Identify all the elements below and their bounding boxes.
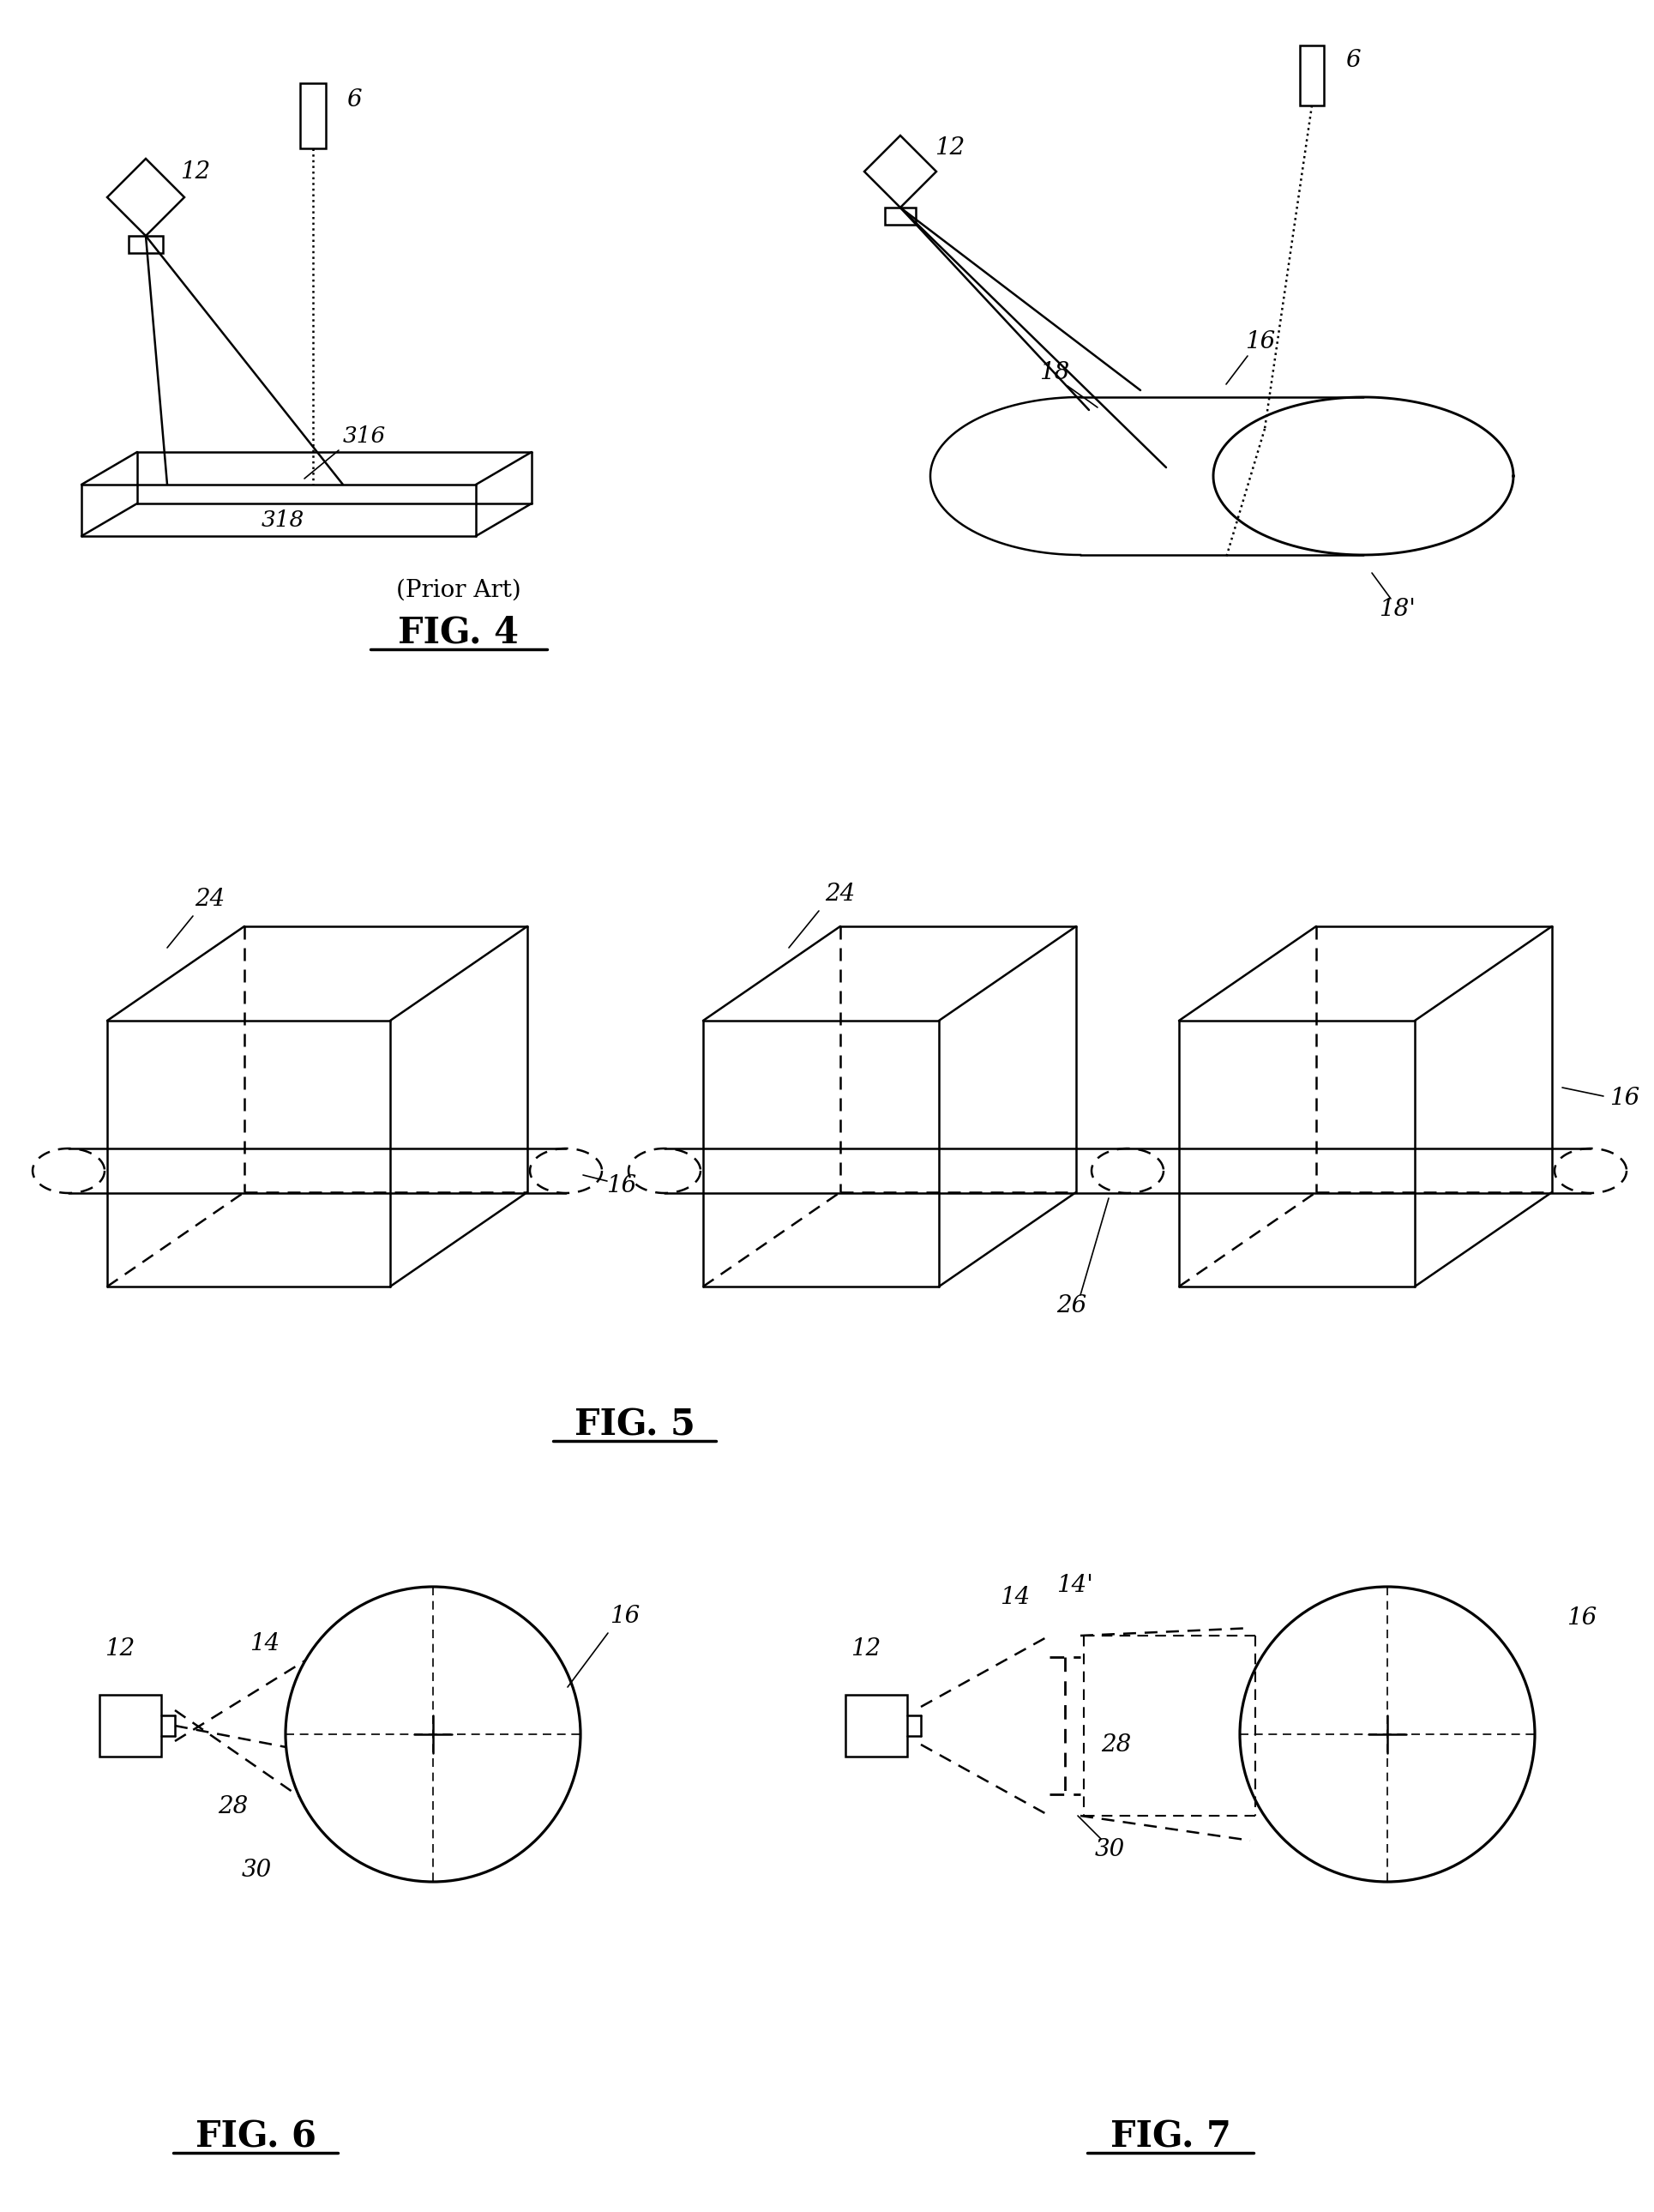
Text: 6: 6	[347, 88, 362, 113]
Text: 28: 28	[1102, 1732, 1131, 1756]
Text: 16: 16	[1245, 330, 1275, 354]
Text: 16: 16	[1609, 1086, 1641, 1110]
Text: 16: 16	[1566, 1606, 1598, 1630]
Text: 24: 24	[825, 883, 855, 905]
Text: 6: 6	[1345, 49, 1361, 71]
Text: 24: 24	[195, 887, 225, 911]
Text: 16: 16	[610, 1604, 640, 1628]
Text: 12: 12	[180, 159, 210, 184]
Text: 18': 18'	[1379, 597, 1416, 622]
Text: 14: 14	[250, 1632, 280, 1657]
Text: FIG. 6: FIG. 6	[195, 2119, 316, 2154]
Text: FIG. 4: FIG. 4	[399, 615, 519, 650]
Text: 318: 318	[261, 511, 304, 531]
Text: 12: 12	[104, 1637, 136, 1659]
Text: 12: 12	[850, 1637, 882, 1659]
Text: 30: 30	[241, 1858, 271, 1882]
Text: 12: 12	[935, 135, 966, 159]
Text: 316: 316	[342, 425, 385, 447]
Text: 30: 30	[1095, 1838, 1125, 1863]
Text: 16: 16	[607, 1175, 637, 1197]
Text: 18: 18	[1039, 361, 1070, 385]
Text: 14: 14	[1001, 1586, 1030, 1608]
Text: 14': 14'	[1057, 1573, 1093, 1597]
Text: (Prior Art): (Prior Art)	[397, 580, 521, 602]
Text: 28: 28	[218, 1796, 248, 1818]
Text: 26: 26	[1057, 1294, 1087, 1318]
Text: FIG. 5: FIG. 5	[574, 1407, 695, 1444]
Text: FIG. 7: FIG. 7	[1110, 2119, 1231, 2154]
